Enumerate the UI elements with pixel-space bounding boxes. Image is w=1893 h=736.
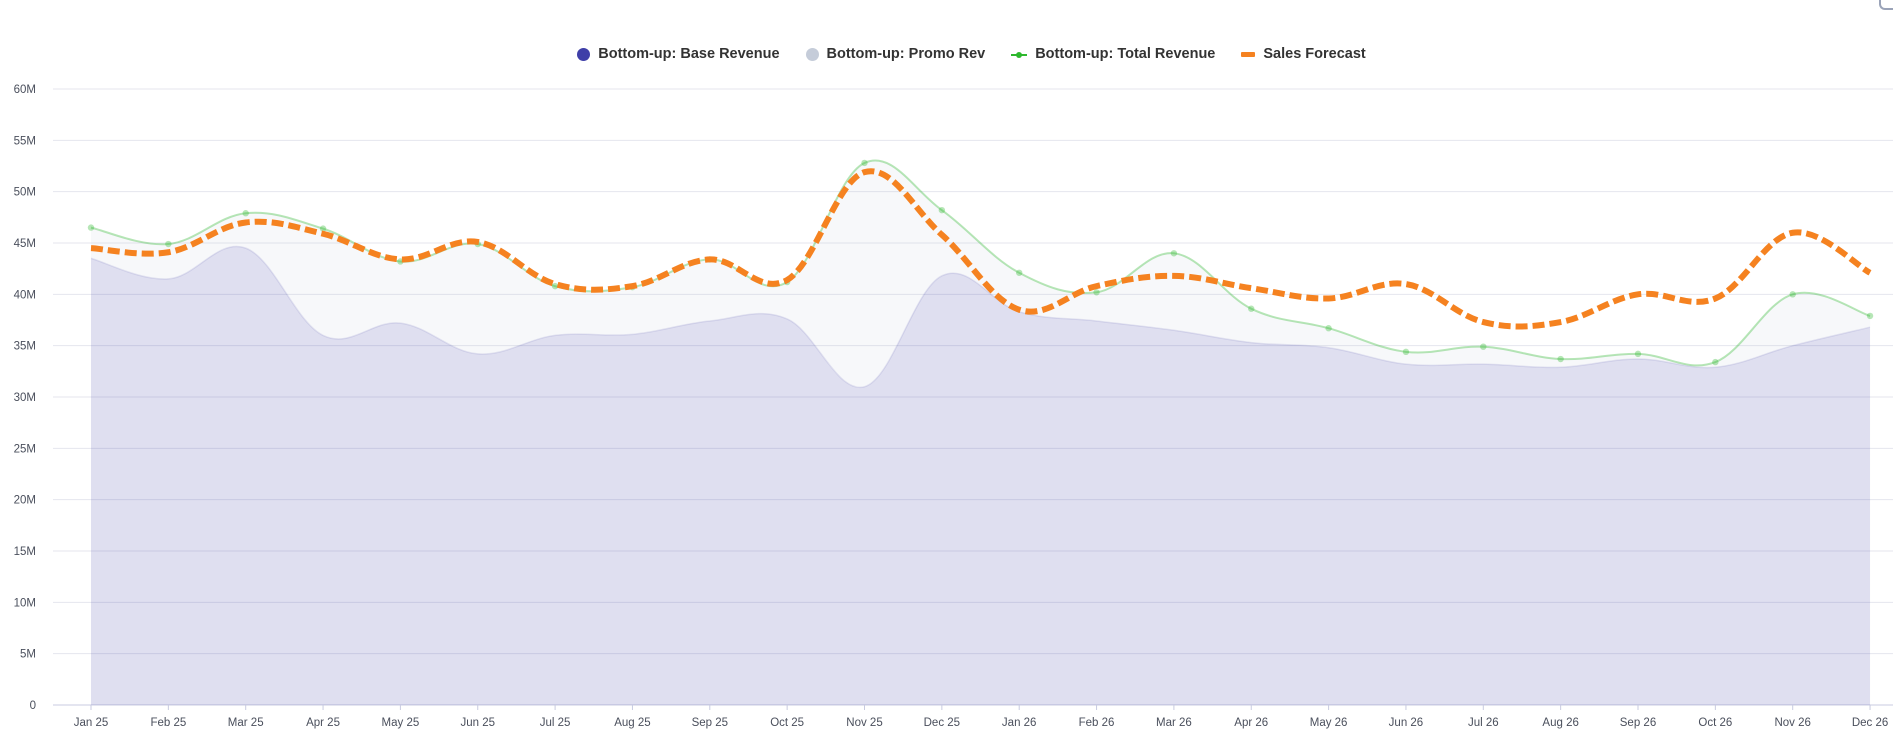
grid-lines [53, 88, 1893, 706]
x-tick-label: Jun 26 [1389, 717, 1424, 729]
data-point-total-revenue [1480, 343, 1487, 350]
y-tick-label: 10M [14, 597, 36, 609]
data-point-total-revenue [1170, 250, 1178, 257]
data-point-total-revenue [1016, 269, 1023, 276]
x-tick-label: Jul 26 [1468, 717, 1499, 729]
legend-marker-promo-rev [805, 47, 819, 61]
data-point-total-revenue [1402, 348, 1410, 356]
x-tick-label: May 26 [1310, 717, 1348, 729]
legend-label-promo-rev: Bottom-up: Promo Rev [826, 46, 986, 62]
x-tick-label: Jul 25 [540, 717, 571, 729]
y-tick-label: 25M [14, 443, 36, 455]
x-tick-label: Oct 26 [1698, 717, 1732, 729]
y-tick-label: 30M [14, 392, 36, 404]
x-tick-label: Nov 26 [1774, 717, 1810, 729]
data-point-total-revenue [1248, 305, 1255, 312]
legend-label-sales-forecast: Sales Forecast [1263, 46, 1366, 62]
x-tick-label: Oct 25 [770, 717, 804, 729]
y-tick-label: 35M [14, 341, 36, 353]
axis-layer: 0 5M 10M 15M 20M 25M 30M 35M 40M 45M 50M 55M 60M Jan … [14, 84, 1889, 729]
data-point-total-revenue [1557, 355, 1564, 363]
y-tick-label: 55M [14, 135, 36, 147]
legend-label-base-revenue: Bottom-up: Base Revenue [598, 46, 780, 62]
y-tick-label: 50M [14, 187, 36, 199]
data-point-total-revenue [1866, 312, 1874, 320]
data-point-total-revenue [938, 206, 946, 214]
x-tick-label: Sep 26 [1620, 717, 1656, 729]
x-tick-label: Jun 25 [460, 717, 495, 729]
legend-marker-sales-forecast [1241, 51, 1256, 57]
data-point-total-revenue [319, 225, 327, 232]
x-tick-label: May 25 [382, 717, 420, 729]
data-point-total-revenue [1712, 358, 1719, 366]
x-tick-label: Mar 25 [228, 717, 264, 729]
x-tick-label: Dec 25 [924, 717, 960, 729]
x-tick-label: Feb 25 [150, 717, 186, 729]
data-point-total-revenue [1634, 350, 1642, 358]
data-point-total-revenue [87, 224, 95, 231]
series-area-base-revenue [91, 246, 1871, 705]
context-menu-icon[interactable] [1879, 0, 1893, 10]
legend-item-sales-forecast[interactable]: Sales Forecast [1241, 46, 1366, 62]
x-tick-label: Aug 26 [1542, 717, 1578, 729]
legend-item-promo-rev[interactable]: Bottom-up: Promo Rev [805, 46, 986, 62]
series-line-sales-forecast [90, 168, 1872, 330]
x-tick-label: Mar 26 [1156, 717, 1192, 729]
series-line-total-revenue [90, 159, 1871, 367]
x-tick-label: Feb 26 [1079, 717, 1115, 729]
data-point-total-revenue [242, 210, 249, 217]
legend-label-total-revenue: Bottom-up: Total Revenue [1035, 46, 1216, 62]
data-point-total-revenue [861, 159, 868, 167]
x-tick-label: Jan 25 [74, 717, 109, 729]
y-tick-label: 45M [14, 238, 36, 250]
x-tick-label: Nov 25 [846, 717, 882, 729]
data-point-total-revenue [1093, 289, 1100, 296]
legend-marker-base-revenue [577, 47, 591, 61]
x-tick-label: Sep 25 [692, 717, 728, 729]
y-tick-label: 20M [14, 495, 36, 507]
x-tick-label: Jan 26 [1002, 717, 1037, 729]
legend-marker-total-revenue [1011, 48, 1028, 61]
x-tick-label: Apr 26 [1234, 717, 1268, 729]
data-point-total-revenue [551, 282, 559, 290]
y-tick-label: 40M [14, 289, 36, 301]
y-tick-label: 0 [30, 700, 36, 712]
y-tick-label: 60M [14, 84, 36, 96]
x-tick-label: Apr 25 [306, 717, 340, 729]
legend-item-total-revenue[interactable]: Bottom-up: Total Revenue [1011, 46, 1215, 62]
data-point-total-revenue [165, 240, 172, 248]
data-point-total-revenue [1789, 291, 1796, 298]
line-series-layer [87, 159, 1874, 367]
y-tick-label: 15M [14, 546, 36, 558]
series-area-base-revenue-edge [90, 245, 1871, 389]
y-tick-label: 5M [20, 649, 36, 661]
legend-item-base-revenue[interactable]: Bottom-up: Base Revenue [577, 46, 780, 62]
data-point-total-revenue [1325, 325, 1332, 332]
x-tick-label: Dec 26 [1852, 717, 1888, 729]
chart-legend: Bottom-up: Base Revenue Bottom-up: Promo… [0, 46, 1893, 62]
x-tick-label: Aug 25 [614, 717, 650, 729]
